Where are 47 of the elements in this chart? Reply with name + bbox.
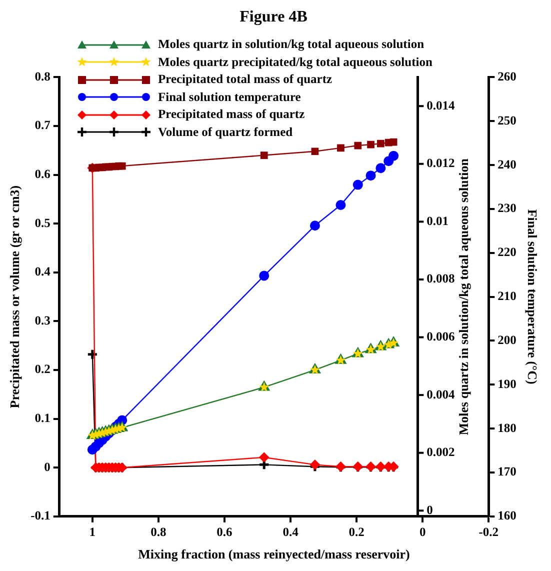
y3-axis-title: Final solution temperature (°C): [524, 209, 540, 384]
x-tick-label: 1: [89, 525, 96, 540]
chart-title: Figure 4B: [240, 8, 308, 26]
legend-label: Precipitated mass of quartz: [158, 107, 305, 122]
x-tick-label: 0.8: [150, 525, 166, 540]
y2-tick-label: 0.004: [426, 387, 456, 402]
y3-tick-label: 160: [498, 508, 516, 523]
y-tick-label: 0.8: [34, 69, 50, 84]
x-axis-title: Mixing fraction (mass reinyected/mass reservoir): [138, 546, 410, 562]
y-tick-label: 0.6: [34, 167, 50, 182]
y-tick-label: 0.3: [34, 313, 50, 328]
x-tick-label: 0.2: [348, 525, 364, 540]
y3-tick-label: 250: [498, 113, 516, 128]
legend-label: Moles quartz precipitated/kg total aqueous solution: [158, 54, 432, 70]
y2-tick-label: 0.008: [426, 272, 455, 286]
y2-tick-label: 0.012: [426, 156, 455, 170]
y3-tick-label: 240: [498, 157, 516, 172]
y-tick-label: 0.7: [34, 118, 50, 132]
y-tick-label: 0.4: [34, 264, 52, 279]
y-axis-title: Precipitated mass or volume (gr or cm3): [7, 185, 22, 408]
legend-label: Volume of quartz formed: [158, 124, 293, 140]
y2-tick-label: 0.014: [426, 98, 456, 112]
y3-tick-label: 230: [498, 201, 516, 216]
y-tick-label: 0.5: [34, 216, 50, 230]
y3-tick-label: 220: [498, 245, 516, 260]
y-tick-label: 0.1: [34, 411, 50, 426]
legend-label: Moles quartz in solution/kg total aqueous solution: [158, 37, 424, 52]
y2-tick-label: 0: [426, 502, 433, 517]
x-tick-label: 0.4: [282, 525, 300, 540]
y3-tick-label: 260: [498, 69, 516, 84]
y-tick-label: -0.1: [30, 508, 50, 523]
y3-tick-label: 170: [498, 464, 516, 479]
legend-label: Final solution temperature: [158, 90, 301, 105]
y3-tick-label: 190: [498, 376, 516, 391]
y3-tick-label: 200: [498, 332, 516, 347]
y2-axis-title: Moles quartz in solution/kg total aqueous solution: [456, 158, 472, 436]
y2-tick-label: 0.006: [426, 329, 455, 344]
y-tick-label: 0: [44, 460, 50, 474]
legend-label: Precipitated total mass of quartz: [158, 72, 332, 88]
y-tick-label: 0.2: [34, 362, 50, 376]
x-tick-label: -0.2: [478, 525, 499, 540]
x-tick-label: 0: [419, 525, 426, 540]
y2-tick-label: 0.002: [426, 445, 455, 460]
x-tick-label: 0.6: [216, 525, 232, 540]
y2-tick-label: 0.01: [426, 214, 449, 228]
y3-tick-label: 210: [498, 289, 516, 304]
y3-tick-label: 180: [498, 420, 516, 435]
